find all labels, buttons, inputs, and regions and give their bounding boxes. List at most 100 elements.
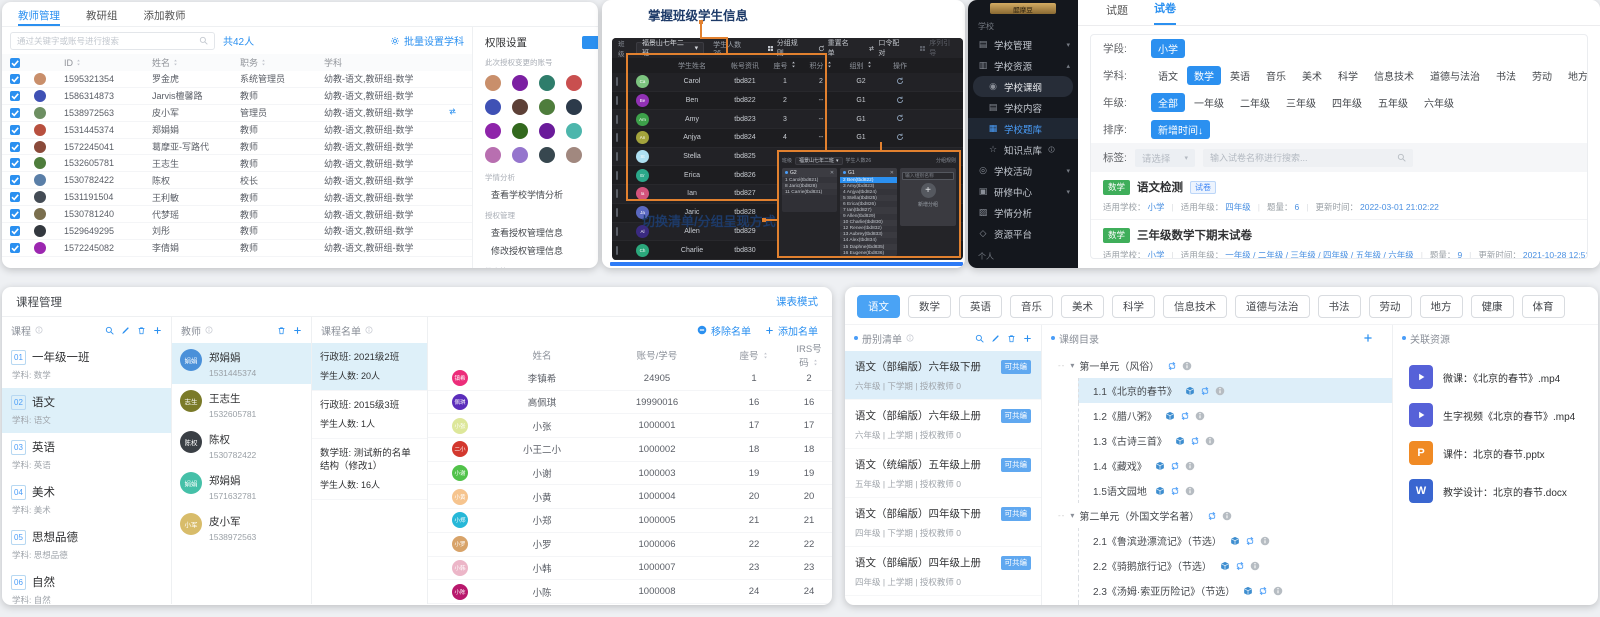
volume-item[interactable]: 语文（部编版）六年级下册可共编六年级 | 下学期 | 授权教师 0: [845, 351, 1041, 400]
toolbar-button-重置名单[interactable]: 重置名单: [818, 38, 856, 58]
outline-lesson[interactable]: 1.5语文园地: [1078, 478, 1392, 503]
checkbox[interactable]: [616, 208, 618, 217]
volume-item[interactable]: 语文（部编版）四年级上册可共编四年级 | 上学期 | 授权教师 0: [845, 547, 1041, 596]
permission-action-button[interactable]: [582, 36, 598, 49]
checkbox[interactable]: [10, 226, 20, 236]
resource-cube-icon[interactable]: [1243, 586, 1253, 596]
student-row[interactable]: 镇希李镇希2490512: [428, 367, 832, 391]
resource-item[interactable]: 微课：《北京的春节》.mp4: [1409, 365, 1598, 389]
sync-icon[interactable]: [1258, 586, 1268, 596]
checkbox[interactable]: [10, 209, 20, 219]
teacher-item[interactable]: 娟娟郑娟娟1571632781: [172, 466, 311, 507]
course-item-思想品德[interactable]: 05思想品德学科: 思想品德: [2, 523, 171, 568]
search-icon[interactable]: [975, 334, 984, 343]
outline-unit[interactable]: --▾第二单元（外国文学名著）: [1042, 503, 1392, 528]
table-row[interactable]: 1538972563皮小军管理员幼教-语文,教研组-数学: [2, 105, 472, 122]
close-icon[interactable]: ✕: [890, 170, 894, 176]
toolbar-button-口令配对[interactable]: 口令配对: [868, 38, 906, 58]
sidebar-item-研修中心[interactable]: ▣研修中心▾: [968, 264, 1078, 268]
table-row[interactable]: 1532605781王志生教师幼教-语文,教研组-数学: [2, 155, 472, 172]
sidebar-item-学情分析[interactable]: ▨学情分析: [968, 202, 1078, 223]
checkbox[interactable]: [10, 142, 20, 152]
sync-icon[interactable]: [1190, 436, 1200, 446]
resource-cube-icon[interactable]: [1155, 461, 1165, 471]
sync-icon[interactable]: [1170, 486, 1180, 496]
sidebar-item-学校活动[interactable]: ◎学校活动▾: [968, 160, 1078, 181]
filter-chip-全部[interactable]: 全部: [1151, 93, 1185, 112]
teacher-item[interactable]: 陈权陈权1530782422: [172, 425, 311, 466]
teacher-item[interactable]: 小军皮小军1538972563: [172, 507, 311, 548]
table-row[interactable]: 1530782422陈权校长幼教-语文,教研组-数学: [2, 172, 472, 189]
filter-chip-道德与法治[interactable]: 道德与法治: [1423, 66, 1487, 85]
group-member[interactable]: 16 Eugene(tbd836): [840, 250, 897, 256]
filter-chip-书法[interactable]: 书法: [1489, 66, 1523, 85]
filter-chip-五年级[interactable]: 五年级: [1371, 93, 1415, 112]
table-row[interactable]: 1529649295刘彤教师幼教-语文,教研组-数学: [2, 223, 472, 240]
table-row[interactable]: 1572245041葛摩亚-写路代教师幼教-语文,教研组-数学: [2, 139, 472, 156]
roster-item[interactable]: 行政班: 2021级2班学生人数: 20人: [312, 343, 427, 391]
sidebar-item-学校资源[interactable]: ▥学校资源▴: [968, 55, 1078, 76]
trash-icon[interactable]: [137, 326, 146, 335]
outline-lesson[interactable]: 1.2《腊八粥》: [1078, 403, 1392, 428]
table-row[interactable]: 1595321354罗金虎系统管理员幼教-语文,教研组-数学: [2, 71, 472, 88]
toolbar-button-分组规则[interactable]: 分组规则: [767, 38, 805, 58]
outline-lesson[interactable]: 2.1《鲁滨逊漂流记》（节选）: [1078, 528, 1392, 553]
outline-lesson[interactable]: 2.2《骑鹅旅行记》（节选）: [1078, 553, 1392, 578]
student-row[interactable]: 小张小张10000011717: [428, 414, 832, 438]
refresh-icon[interactable]: [896, 114, 904, 122]
checkbox[interactable]: [616, 246, 618, 255]
resource-cube-icon[interactable]: [1220, 561, 1230, 571]
checkbox[interactable]: [616, 133, 618, 142]
filter-chip-三年级[interactable]: 三年级: [1279, 93, 1323, 112]
course-item-一年级一班[interactable]: 01一年级一班学科: 数学: [2, 343, 171, 388]
resource-cube-icon[interactable]: [1185, 386, 1195, 396]
group-member[interactable]: 11 Carrie(tbd831): [782, 189, 837, 195]
resource-cube-icon[interactable]: [1165, 411, 1175, 421]
plus-icon[interactable]: [153, 326, 162, 335]
resource-cube-icon[interactable]: [1155, 486, 1165, 496]
paper-search-box[interactable]: [1203, 149, 1413, 167]
outline-lesson[interactable]: 2.4语文园地: [1078, 603, 1392, 605]
tab-教师管理[interactable]: 教师管理: [18, 8, 60, 26]
swap-icon[interactable]: [448, 107, 457, 116]
table-row[interactable]: 1572245082李倩娟教师幼教-语文,教研组-数学: [2, 240, 472, 257]
student-row[interactable]: 小罗小罗10000062222: [428, 533, 832, 557]
student-row[interactable]: 小谢小谢10000031919: [428, 462, 832, 486]
sync-icon[interactable]: [1180, 411, 1190, 421]
permission-item[interactable]: 修改授权管理信息: [491, 244, 598, 257]
table-row[interactable]: 1531445374郑娟娟教师幼教-语文,教研组-数学: [2, 122, 472, 139]
filter-chip-美术[interactable]: 美术: [1295, 66, 1329, 85]
subject-tab-道德与法治[interactable]: 道德与法治: [1235, 295, 1310, 318]
tab-试题[interactable]: 试题: [1106, 2, 1128, 25]
new-group-input[interactable]: [902, 172, 954, 180]
tab-教研组[interactable]: 教研组: [86, 8, 118, 26]
filter-chip-一年级[interactable]: 一年级: [1187, 93, 1231, 112]
sync-icon[interactable]: [1170, 461, 1180, 471]
outline-lesson[interactable]: 1.1《北京的春节》: [1078, 378, 1392, 403]
checkbox[interactable]: [10, 125, 20, 135]
refresh-icon[interactable]: [896, 133, 904, 141]
resource-item[interactable]: 生字视频《北京的春节》.mp4: [1409, 403, 1598, 427]
subject-tab-语文[interactable]: 语文: [857, 295, 900, 318]
subject-tab-劳动[interactable]: 劳动: [1369, 295, 1412, 318]
teacher-item[interactable]: 娟娟郑娟娟1531445374: [172, 343, 311, 384]
filter-chip-劳动[interactable]: 劳动: [1525, 66, 1559, 85]
sidebar-item-学校管理[interactable]: ▤学校管理▾: [968, 34, 1078, 55]
checkbox[interactable]: [10, 175, 20, 185]
remove-roster-button[interactable]: 移除名单: [697, 323, 751, 338]
sync-icon[interactable]: [1207, 511, 1217, 521]
pencil-icon[interactable]: [991, 334, 1000, 343]
trash-icon[interactable]: [277, 326, 286, 335]
sidebar-item-学校题库[interactable]: ▦学校题库: [968, 118, 1078, 139]
permission-item[interactable]: 查看学校学情分析: [491, 188, 598, 201]
resource-cube-icon[interactable]: [1230, 536, 1240, 546]
subject-tab-美术[interactable]: 美术: [1061, 295, 1104, 318]
plus-icon[interactable]: [1363, 333, 1373, 343]
permission-item[interactable]: 查看授权管理信息: [491, 226, 598, 239]
checkbox[interactable]: [10, 108, 20, 118]
table-row[interactable]: 1530781240代梦瑶教师幼教-语文,教研组-数学: [2, 206, 472, 223]
subject-tab-数学[interactable]: 数学: [908, 295, 951, 318]
filter-chip-新增时间↓[interactable]: 新增时间↓: [1151, 120, 1210, 139]
checkbox[interactable]: [616, 77, 618, 86]
checkbox[interactable]: [10, 74, 20, 84]
